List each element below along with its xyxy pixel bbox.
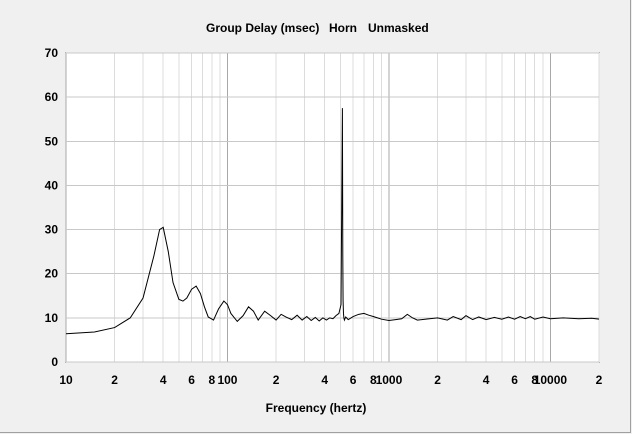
x-tick-label: 6 — [350, 373, 357, 387]
x-tick-label: 4 — [160, 373, 167, 387]
x-tick-label: 2 — [273, 373, 280, 387]
x-tick-label: 6 — [188, 373, 195, 387]
x-tick-label: 100 — [217, 373, 237, 387]
x-tick-label: 2 — [111, 373, 118, 387]
x-tick-label: 10000 — [534, 373, 568, 387]
x-axis-label: Frequency (hertz) — [266, 401, 367, 415]
x-tick-label: 8 — [208, 373, 215, 387]
x-tick-label: 6 — [511, 373, 518, 387]
chart-title: Group Delay (msec) — [206, 21, 319, 35]
y-tick-label: 70 — [45, 46, 59, 60]
y-tick-label: 0 — [51, 355, 58, 369]
chart-subtitle-horn: Horn — [329, 21, 357, 35]
x-tick-label: 8 — [370, 373, 377, 387]
x-tick-label: 4 — [321, 373, 328, 387]
x-tick-label: 2 — [434, 373, 441, 387]
x-tick-label: 1000 — [376, 373, 403, 387]
y-tick-label: 30 — [45, 223, 59, 237]
x-tick-label: 8 — [531, 373, 538, 387]
y-tick-label: 40 — [45, 178, 59, 192]
plot-area — [65, 52, 600, 363]
y-tick-label: 20 — [45, 267, 59, 281]
x-tick-label: 2 — [596, 373, 603, 387]
x-tick-label: 10 — [59, 373, 73, 387]
x-tick-label: 4 — [483, 373, 490, 387]
y-tick-label: 60 — [45, 90, 59, 104]
chart-subtitle-unmasked: Unmasked — [368, 21, 429, 35]
y-tick-label: 10 — [45, 311, 59, 325]
y-tick-label: 50 — [45, 134, 59, 148]
group-delay-line — [65, 108, 600, 335]
grid — [65, 52, 600, 363]
